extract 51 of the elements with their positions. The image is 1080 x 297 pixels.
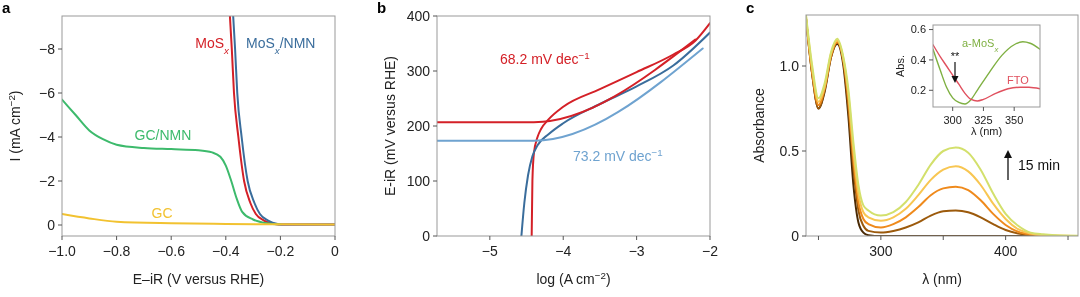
chart-title: c bbox=[746, 0, 755, 16]
x-tick-label: 325 bbox=[974, 114, 993, 126]
y-tick-label: 400 bbox=[406, 7, 431, 24]
y-tick-label: 100 bbox=[406, 172, 431, 189]
x-tick-label: 0 bbox=[331, 243, 340, 259]
x-tick-label: −0.2 bbox=[266, 243, 295, 259]
series-label: MoS$_{x}$ bbox=[195, 35, 231, 56]
y-tick-label: 0.2 bbox=[910, 84, 926, 97]
annotation: 73.2 mV dec$^{−1}$ bbox=[573, 146, 663, 164]
x-tick-label: 350 bbox=[1004, 114, 1024, 126]
series-label: MoS$_{x}$/NMN bbox=[246, 35, 316, 56]
y-axis-title: Absorbance bbox=[751, 87, 767, 163]
y-tick-label: 0.6 bbox=[910, 23, 926, 36]
x-tick-label: 300 bbox=[943, 114, 962, 126]
annotation: 15 min bbox=[1018, 157, 1061, 173]
y-tick-label: 300 bbox=[406, 62, 431, 79]
y-tick-label: 0.5 bbox=[779, 142, 800, 159]
y-tick-label: −6 bbox=[39, 84, 56, 101]
y-tick-label: 0 bbox=[791, 227, 800, 244]
series-label: GC/NMN bbox=[134, 127, 192, 143]
y-tick-label: −4 bbox=[39, 128, 56, 145]
x-tick-label: 300 bbox=[869, 243, 893, 259]
y-tick-label: 1.0 bbox=[779, 57, 800, 74]
x-tick-label: −2 bbox=[702, 243, 719, 259]
annotation: 68.2 mV dec$^{−1}$ bbox=[500, 49, 590, 67]
y-tick-label: 0.4 bbox=[910, 53, 926, 66]
chart-title: a bbox=[2, 0, 11, 16]
annotation: ** bbox=[950, 50, 960, 62]
x-tick-label: −0.6 bbox=[157, 243, 186, 259]
x-tick-label: 400 bbox=[993, 243, 1018, 259]
y-axis-title: Abs. bbox=[894, 54, 906, 78]
x-axis-title: E–iR (V versus RHE) bbox=[132, 271, 265, 287]
x-tick-label: −0.4 bbox=[211, 243, 240, 259]
chart-title: b bbox=[377, 0, 387, 16]
x-axis-title: λ (nm) bbox=[922, 271, 962, 287]
x-tick-label: −1.0 bbox=[48, 243, 77, 259]
y-tick-label: −2 bbox=[39, 172, 56, 189]
y-axis-title: E-iR (mV versus RHE) bbox=[382, 55, 398, 197]
x-tick-label: −3 bbox=[628, 243, 645, 259]
x-tick-label: −5 bbox=[481, 243, 499, 259]
series-label: GC bbox=[151, 205, 173, 221]
x-tick-label: −0.8 bbox=[102, 243, 131, 259]
x-tick-label: −4 bbox=[555, 243, 572, 259]
y-tick-label: 0 bbox=[47, 216, 56, 233]
y-tick-label: 200 bbox=[406, 117, 431, 134]
series-label: FTO bbox=[1007, 74, 1030, 86]
y-tick-label: −8 bbox=[39, 40, 56, 57]
y-tick-label: 0 bbox=[422, 227, 431, 244]
x-axis-title: λ (nm) bbox=[970, 125, 1003, 137]
x-axis-title: log (A cm$^{−2}$) bbox=[536, 269, 611, 287]
series-label: a-MoS$_{x}$ bbox=[962, 37, 1000, 54]
